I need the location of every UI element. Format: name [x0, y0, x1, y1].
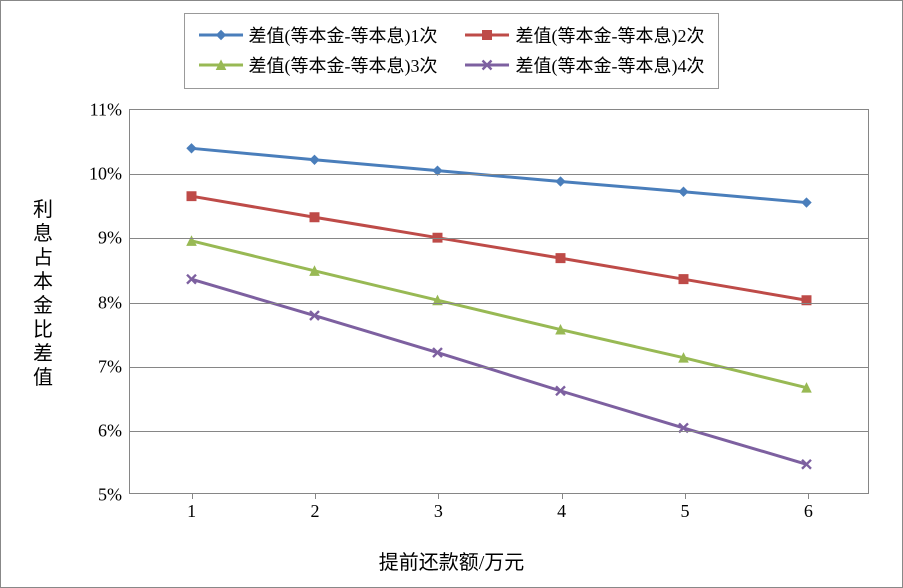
- line-chart: 差值(等本金-等本息)1次 差值(等本金-等本息)2次 差值(等本金-等本息)3…: [0, 0, 903, 588]
- series-marker-series2: [679, 275, 688, 284]
- gridline: [130, 174, 868, 175]
- y-tick-label: 7%: [98, 356, 130, 377]
- y-tick-label: 8%: [98, 292, 130, 313]
- series-marker-series2: [187, 192, 196, 201]
- y-tick-label: 9%: [98, 228, 130, 249]
- x-axis-label: 提前还款额/万元: [379, 546, 525, 575]
- plot-area: 5%6%7%8%9%10%11%123456: [129, 109, 869, 494]
- legend-label: 差值(等本金-等本息)2次: [516, 22, 705, 48]
- y-tick-label: 11%: [90, 100, 130, 121]
- legend-label: 差值(等本金-等本息)3次: [249, 52, 438, 78]
- y-tick-label: 6%: [98, 420, 130, 441]
- legend: 差值(等本金-等本息)1次 差值(等本金-等本息)2次 差值(等本金-等本息)3…: [184, 13, 720, 89]
- gridline: [130, 367, 868, 368]
- x-tick-mark: [192, 493, 193, 499]
- legend-label: 差值(等本金-等本息)4次: [516, 52, 705, 78]
- legend-label: 差值(等本金-等本息)1次: [249, 22, 438, 48]
- y-tick-label: 10%: [89, 164, 130, 185]
- legend-item-1: 差值(等本金-等本息)1次: [199, 22, 438, 48]
- series-marker-series2: [556, 254, 565, 263]
- series-line-series4: [192, 279, 807, 464]
- legend-item-2: 差值(等本金-等本息)2次: [466, 22, 705, 48]
- x-tick-mark: [685, 493, 686, 499]
- series-marker-series1: [187, 144, 196, 153]
- gridline: [130, 238, 868, 239]
- chart-series: [130, 110, 868, 493]
- gridline: [130, 431, 868, 432]
- series-marker-series1: [802, 198, 811, 207]
- series-marker-series2: [310, 213, 319, 222]
- series-marker-series1: [679, 187, 688, 196]
- series-marker-series1: [556, 177, 565, 186]
- x-tick-mark: [438, 493, 439, 499]
- legend-item-3: 差值(等本金-等本息)3次: [199, 52, 438, 78]
- series-line-series1: [192, 148, 807, 202]
- gridline: [130, 303, 868, 304]
- x-tick-mark: [315, 493, 316, 499]
- x-tick-mark: [808, 493, 809, 499]
- legend-item-4: 差值(等本金-等本息)4次: [466, 52, 705, 78]
- series-marker-series1: [310, 155, 319, 164]
- series-line-series2: [192, 196, 807, 300]
- x-tick-mark: [562, 493, 563, 499]
- series-line-series3: [192, 241, 807, 388]
- y-tick-label: 5%: [98, 485, 130, 506]
- y-axis-label: 利息占本金比差值: [33, 198, 53, 390]
